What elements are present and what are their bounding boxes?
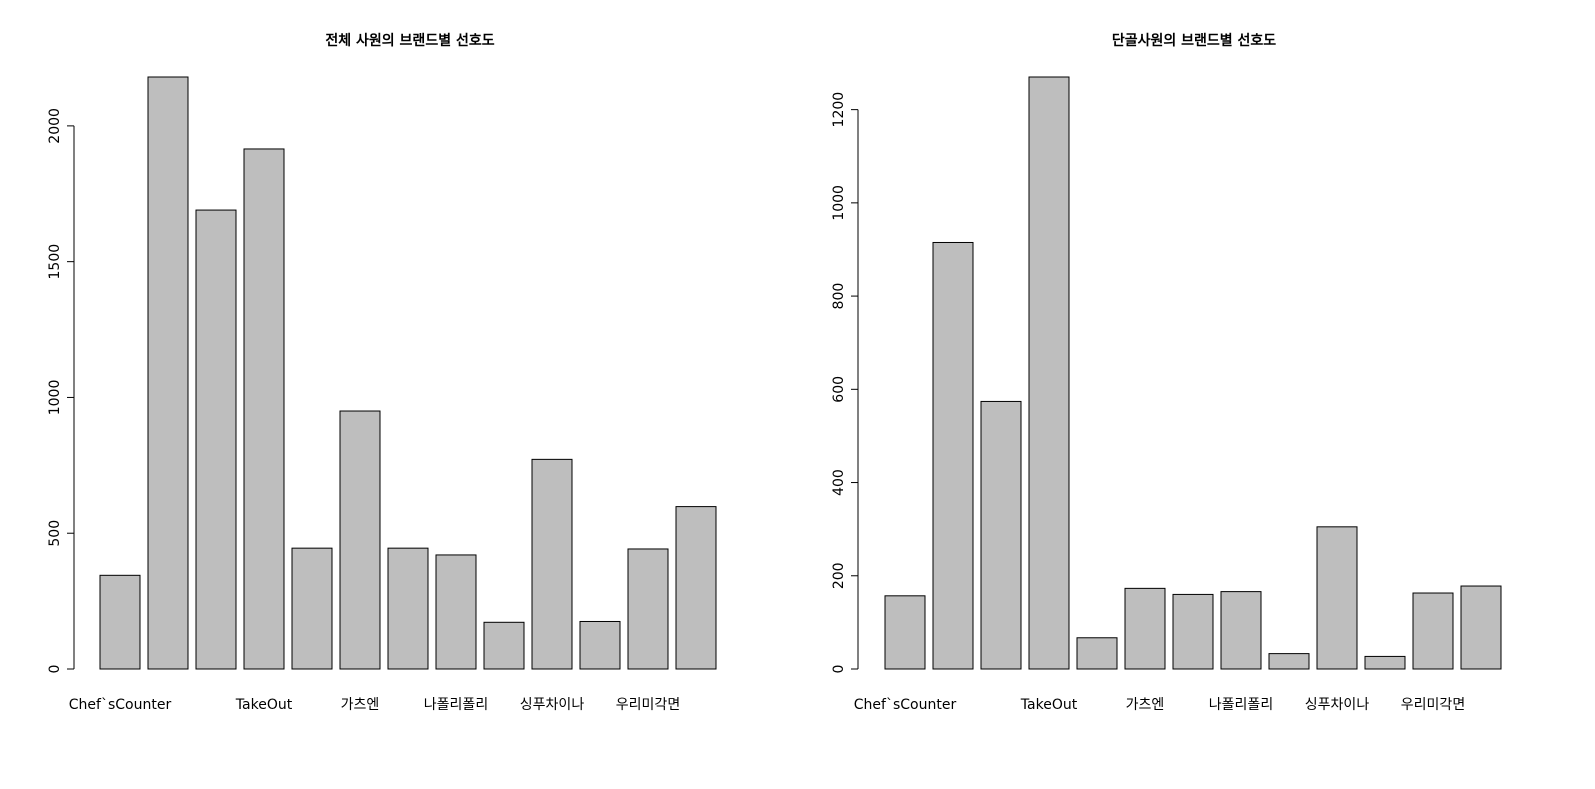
y-tick-label: 500 [47, 520, 63, 547]
x-category-label: 우리미각면 [1401, 697, 1465, 713]
bar [1124, 587, 1166, 670]
bar [1364, 655, 1406, 670]
x-category-label: TakeOut [1020, 697, 1078, 713]
y-tick-label: 0 [47, 665, 63, 674]
bar [884, 595, 926, 670]
y-tick-label: 0 [831, 665, 847, 674]
bar [627, 548, 669, 670]
bar [1412, 592, 1454, 670]
y-tick-label: 400 [831, 469, 847, 496]
bar [1268, 653, 1310, 670]
bar [147, 76, 189, 670]
x-category-label: 가츠엔 [1126, 697, 1165, 713]
chart-title: 단골사원의 브랜드별 선호도 [1112, 32, 1276, 49]
bar [435, 554, 477, 670]
x-category-label: TakeOut [235, 697, 293, 713]
bar [675, 506, 717, 670]
x-category-label: 싱푸차이나 [520, 697, 585, 713]
y-tick-label: 1000 [831, 185, 847, 221]
x-category-label: 가츠엔 [341, 697, 380, 713]
y-tick-label: 1000 [47, 380, 63, 416]
chart-panel-1: 전체 사원의 브랜드별 선호도 0 500 1000 1500 2000 Chef`sCou… [47, 32, 717, 713]
x-category-label: Chef`sCounter [854, 697, 957, 713]
bar [1076, 637, 1118, 670]
y-tick-label: 200 [831, 562, 847, 589]
bar [932, 241, 974, 670]
chart-title: 전체 사원의 브랜드별 선호도 [325, 32, 494, 49]
chart-panel-2: 단골사원의 브랜드별 선호도 0 200 400 600 800 1000 1200 Chef`… [831, 32, 1502, 713]
bar [531, 458, 573, 670]
y-tick-label: 1500 [47, 244, 63, 280]
x-category-label: 우리미각면 [616, 697, 680, 713]
bar [1028, 76, 1070, 670]
bar [980, 400, 1022, 670]
bar [483, 621, 525, 670]
bar [1460, 585, 1502, 670]
bar [1220, 591, 1262, 670]
bar [291, 547, 333, 670]
bar [99, 574, 141, 670]
y-tick-label: 600 [831, 376, 847, 403]
bar [243, 148, 285, 670]
bar [1172, 593, 1214, 670]
x-category-label: Chef`sCounter [69, 697, 172, 713]
y-tick-label: 2000 [47, 108, 63, 144]
bar [195, 209, 237, 670]
bar [1316, 526, 1358, 670]
bar [387, 547, 429, 670]
x-category-label: 나폴리폴리 [1209, 697, 1273, 713]
x-category-label: 나폴리폴리 [424, 697, 488, 713]
x-category-label: 싱푸차이나 [1305, 697, 1370, 713]
y-tick-label: 800 [831, 283, 847, 310]
bar [339, 410, 381, 670]
y-tick-label: 1200 [831, 92, 847, 128]
bar [579, 620, 621, 670]
